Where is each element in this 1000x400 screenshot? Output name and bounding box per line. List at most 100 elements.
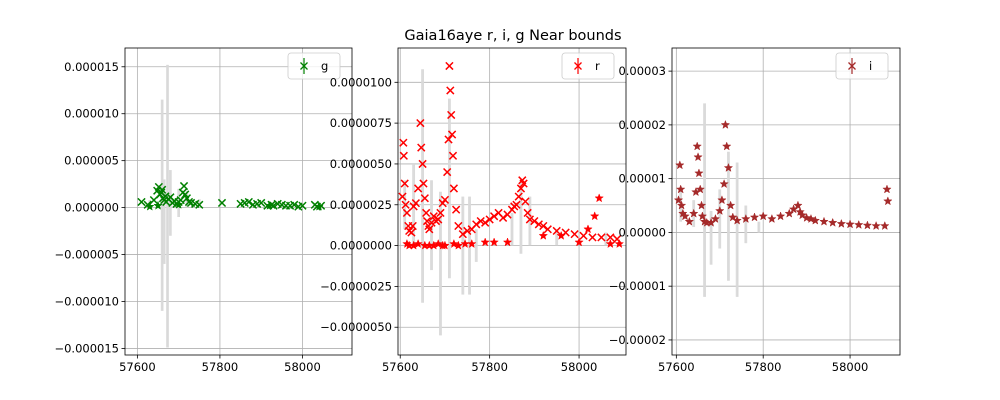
legend-label: r [595,59,600,73]
data-point [420,194,429,203]
data-point [449,238,459,249]
data-point [425,225,434,234]
data-point [697,211,708,221]
data-point [676,200,687,210]
data-point [570,230,579,239]
data-point [579,231,588,240]
bounds-band [679,103,761,297]
data-point [451,205,461,214]
data-point [422,208,431,218]
data-point [883,196,893,206]
data-point [614,238,625,249]
plot-area [673,103,893,297]
data-point [767,213,777,224]
data-point [153,200,163,210]
data-point [675,184,686,194]
series-x [137,181,326,211]
y-tick-label: 0.0000100 [330,75,392,89]
data-point [519,179,528,188]
data-point [775,211,786,221]
data-point [257,198,266,208]
data-point [444,135,453,144]
data-point [539,221,548,231]
data-point [498,213,508,222]
data-point [675,160,685,170]
x-tick-label: 58000 [832,360,869,374]
y-tick-label: −0.00002 [609,333,666,347]
data-point [407,228,416,237]
data-point [692,141,702,151]
data-point [810,215,821,225]
legend-marker [300,62,308,70]
data-point [217,198,227,208]
data-point [521,197,530,206]
data-point [836,218,847,228]
data-point [721,141,732,151]
data-point [184,197,194,207]
y-tick-label: 0.000010 [64,107,119,121]
data-point [298,201,307,210]
data-point [710,213,721,224]
data-point [458,230,467,239]
subplot-i: 57600 57800 58000 −0.00002 −0.00001 0.00000 0.… [609,47,901,374]
data-point [445,61,454,71]
data-point [719,179,729,189]
x-tick-label: 57600 [382,360,419,374]
series-star [673,119,893,231]
legend-marker [574,62,582,70]
data-point [244,197,253,207]
plot-area [398,61,625,336]
data-point [556,230,566,240]
y-tick-label: −0.000015 [54,341,119,355]
data-point [427,218,436,227]
x-tick-label: 58000 [284,360,321,374]
data-point [485,215,494,224]
data-point [723,162,734,172]
legend-label: i [869,59,872,73]
y-tick-label: −0.0000050 [320,320,392,334]
data-point [523,208,532,218]
legend-marker [848,62,856,70]
data-point [749,212,760,222]
data-point [429,212,438,221]
data-point [399,151,408,160]
legend-box [561,52,615,80]
data-point [449,184,459,193]
data-point [597,233,606,242]
data-point [290,200,299,209]
x-tick-label: 57800 [202,360,239,374]
data-point [741,213,751,224]
y-tick-label: 0.000000 [64,201,119,215]
figure-title: Gaia16aye r, i, g Near bounds [404,28,621,44]
legend: g [287,52,341,80]
data-point [871,220,881,231]
x-tick-label: 57800 [745,360,782,374]
data-point [447,130,457,139]
series-x [398,61,622,244]
y-tick-label: 0.000015 [64,60,119,74]
data-point [882,184,892,194]
y-tick-label: −0.000005 [54,248,119,262]
data-point [606,233,615,242]
data-point [398,192,407,201]
y-tick-label: 0.00003 [618,64,666,78]
data-point [489,212,499,221]
data-point [819,216,829,226]
y-tick-label: 0.0000000 [330,239,392,253]
data-point [402,208,412,218]
plot-area [137,64,326,348]
data-point [434,215,443,224]
data-point [694,168,704,178]
data-point [574,237,584,247]
data-point [695,184,706,194]
data-point [862,220,873,230]
x-tick-label: 58000 [561,360,598,374]
data-point [589,211,600,221]
legend: r [561,52,615,80]
y-tick-label: 0.0000050 [330,157,392,171]
y-tick-label: 0.0000075 [330,116,392,130]
data-point [806,213,816,224]
data-point [416,118,425,128]
data-point [853,219,864,229]
data-point [594,193,604,203]
